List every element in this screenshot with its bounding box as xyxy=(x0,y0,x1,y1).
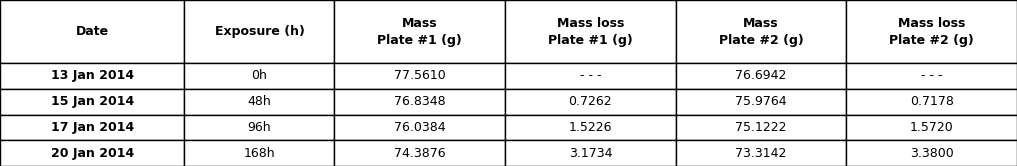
Bar xyxy=(0,0,184,63)
Text: 17 Jan 2014: 17 Jan 2014 xyxy=(51,121,134,134)
Bar xyxy=(184,63,335,89)
Text: 76.6942: 76.6942 xyxy=(735,69,787,83)
Text: 1.5226: 1.5226 xyxy=(569,121,612,134)
Bar xyxy=(335,89,505,115)
Bar xyxy=(846,115,1017,140)
Text: 3.1734: 3.1734 xyxy=(569,147,612,160)
Text: 0h: 0h xyxy=(251,69,267,83)
Bar xyxy=(335,140,505,166)
Text: 0.7178: 0.7178 xyxy=(910,95,954,108)
Bar xyxy=(335,115,505,140)
Text: 0.7262: 0.7262 xyxy=(569,95,612,108)
Bar xyxy=(505,0,675,63)
Text: 76.0384: 76.0384 xyxy=(394,121,445,134)
Text: Exposure (h): Exposure (h) xyxy=(215,25,304,38)
Bar xyxy=(0,140,184,166)
Bar xyxy=(675,115,846,140)
Bar xyxy=(335,63,505,89)
Text: 75.9764: 75.9764 xyxy=(735,95,787,108)
Bar xyxy=(335,0,505,63)
Bar xyxy=(846,0,1017,63)
Bar xyxy=(846,140,1017,166)
Bar xyxy=(675,89,846,115)
Bar xyxy=(0,89,184,115)
Text: 75.1222: 75.1222 xyxy=(735,121,787,134)
Bar xyxy=(184,89,335,115)
Bar xyxy=(675,0,846,63)
Bar xyxy=(675,63,846,89)
Bar xyxy=(675,140,846,166)
Text: 73.3142: 73.3142 xyxy=(735,147,787,160)
Bar xyxy=(184,115,335,140)
Bar xyxy=(505,63,675,89)
Bar xyxy=(505,89,675,115)
Text: 1.5720: 1.5720 xyxy=(910,121,954,134)
Text: 15 Jan 2014: 15 Jan 2014 xyxy=(51,95,134,108)
Text: 13 Jan 2014: 13 Jan 2014 xyxy=(51,69,134,83)
Bar xyxy=(184,0,335,63)
Text: 74.3876: 74.3876 xyxy=(394,147,445,160)
Text: Mass
Plate #1 (g): Mass Plate #1 (g) xyxy=(377,17,462,46)
Text: 168h: 168h xyxy=(244,147,276,160)
Text: Mass loss
Plate #1 (g): Mass loss Plate #1 (g) xyxy=(548,17,633,46)
Text: Mass loss
Plate #2 (g): Mass loss Plate #2 (g) xyxy=(889,17,974,46)
Bar xyxy=(0,63,184,89)
Text: Date: Date xyxy=(75,25,109,38)
Bar xyxy=(846,89,1017,115)
Text: - - -: - - - xyxy=(921,69,943,83)
Text: 77.5610: 77.5610 xyxy=(394,69,445,83)
Bar xyxy=(184,140,335,166)
Text: 76.8348: 76.8348 xyxy=(394,95,445,108)
Bar xyxy=(0,115,184,140)
Bar xyxy=(505,140,675,166)
Text: 48h: 48h xyxy=(247,95,272,108)
Text: - - -: - - - xyxy=(580,69,601,83)
Bar xyxy=(846,63,1017,89)
Text: Mass
Plate #2 (g): Mass Plate #2 (g) xyxy=(719,17,803,46)
Text: 20 Jan 2014: 20 Jan 2014 xyxy=(51,147,134,160)
Text: 3.3800: 3.3800 xyxy=(910,147,954,160)
Text: 96h: 96h xyxy=(247,121,272,134)
Bar xyxy=(505,115,675,140)
